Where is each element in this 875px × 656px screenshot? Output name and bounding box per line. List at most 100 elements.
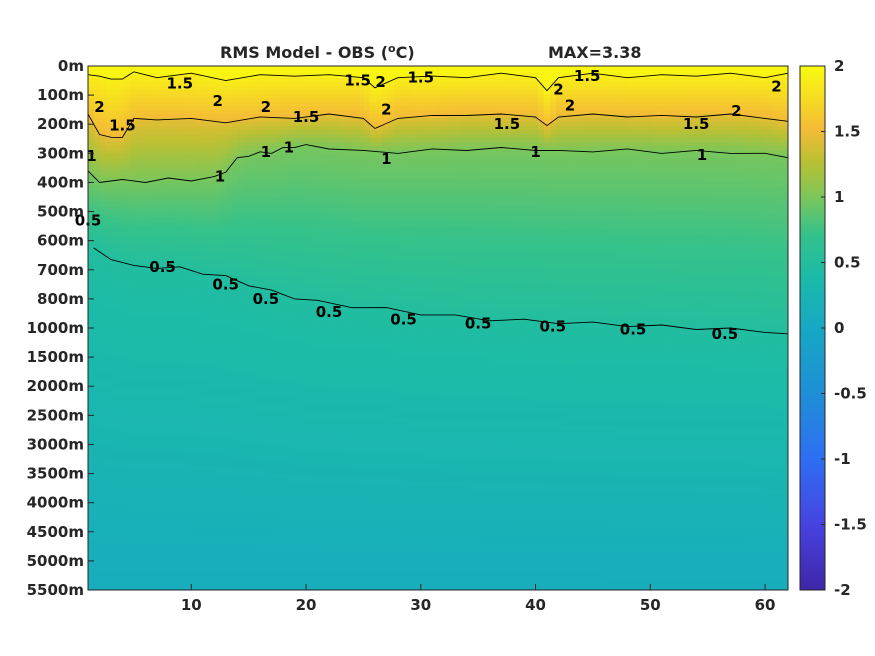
heat-cell [244, 218, 251, 223]
heat-cell [130, 406, 137, 411]
heat-cell [310, 498, 317, 503]
heat-cell [154, 338, 161, 343]
heat-cell [268, 230, 275, 235]
heat-cell [220, 126, 227, 131]
heat-cell [262, 474, 269, 479]
heat-cell [304, 574, 311, 579]
heat-cell [226, 402, 233, 407]
heat-cell [262, 542, 269, 547]
heat-cell [130, 98, 137, 103]
heat-cell [94, 426, 101, 431]
heat-cell [274, 398, 281, 403]
heat-cell [106, 94, 113, 99]
heat-cell [148, 170, 155, 175]
heat-cell [196, 390, 203, 395]
heat-cell [124, 294, 131, 299]
heat-cell [124, 506, 131, 511]
heat-cell [268, 310, 275, 315]
heat-cell [136, 562, 143, 567]
heat-cell [136, 542, 143, 547]
heat-cell [298, 226, 305, 231]
heat-cell [190, 266, 197, 271]
heat-cell [172, 66, 179, 71]
heat-cell [178, 518, 185, 523]
heat-cell [106, 186, 113, 191]
heat-cell [304, 134, 311, 139]
heat-cell [112, 350, 119, 355]
heat-cell [292, 458, 299, 463]
heat-cell [196, 182, 203, 187]
heat-cell [124, 214, 131, 219]
heat-cell [202, 322, 209, 327]
heat-cell [190, 302, 197, 307]
heat-cell [142, 542, 149, 547]
heat-cell [136, 230, 143, 235]
heat-cell [268, 358, 275, 363]
heat-cell [292, 338, 299, 343]
heat-cell [280, 442, 287, 447]
heat-cell [124, 438, 131, 443]
heat-cell [268, 238, 275, 243]
heat-cell [190, 318, 197, 323]
heat-cell [238, 250, 245, 255]
heat-cell [298, 534, 305, 539]
heat-cell [112, 534, 119, 539]
heat-cell [298, 386, 305, 391]
heat-cell [274, 254, 281, 259]
heat-cell [124, 206, 131, 211]
heat-cell [190, 282, 197, 287]
heat-cell [274, 86, 281, 91]
heat-cell [178, 574, 185, 579]
heat-cell [208, 538, 215, 543]
heat-cell [274, 234, 281, 239]
heat-cell [148, 422, 155, 427]
heat-cell [310, 70, 317, 75]
heat-cell [94, 242, 101, 247]
heat-cell [118, 218, 125, 223]
heat-cell [190, 294, 197, 299]
heat-cell [112, 418, 119, 423]
heat-cell [172, 378, 179, 383]
heat-cell [256, 438, 263, 443]
heat-cell [238, 566, 245, 571]
heat-cell [100, 294, 107, 299]
heat-cell [106, 558, 113, 563]
heat-cell [112, 110, 119, 115]
heat-cell [250, 166, 257, 171]
heat-cell [286, 566, 293, 571]
heat-cell [166, 518, 173, 523]
heat-cell [136, 322, 143, 327]
heat-cell [226, 298, 233, 303]
heat-cell [142, 250, 149, 255]
heat-cell [202, 542, 209, 547]
heat-cell [172, 558, 179, 563]
heat-cell [214, 322, 221, 327]
heat-cell [124, 530, 131, 535]
heat-cell [310, 102, 317, 107]
heat-cell [94, 562, 101, 567]
heat-cell [232, 334, 239, 339]
heat-cell [244, 162, 251, 167]
heat-cell [232, 386, 239, 391]
heat-cell [160, 102, 167, 107]
heat-cell [292, 574, 299, 579]
heat-cell [112, 510, 119, 515]
heat-cell [100, 418, 107, 423]
heat-cell [154, 426, 161, 431]
heat-cell [208, 142, 215, 147]
heat-cell [298, 522, 305, 527]
heat-cell [178, 562, 185, 567]
heat-cell [274, 562, 281, 567]
heat-cell [196, 246, 203, 251]
heat-cell [118, 322, 125, 327]
heat-cell [256, 506, 263, 511]
heat-cell [112, 358, 119, 363]
heat-cell [226, 222, 233, 227]
heat-cell [250, 462, 257, 467]
heat-cell [136, 170, 143, 175]
heat-cell [286, 578, 293, 583]
heat-cell [202, 78, 209, 83]
heat-cell [166, 526, 173, 531]
heat-cell [226, 234, 233, 239]
heat-cell [226, 262, 233, 267]
